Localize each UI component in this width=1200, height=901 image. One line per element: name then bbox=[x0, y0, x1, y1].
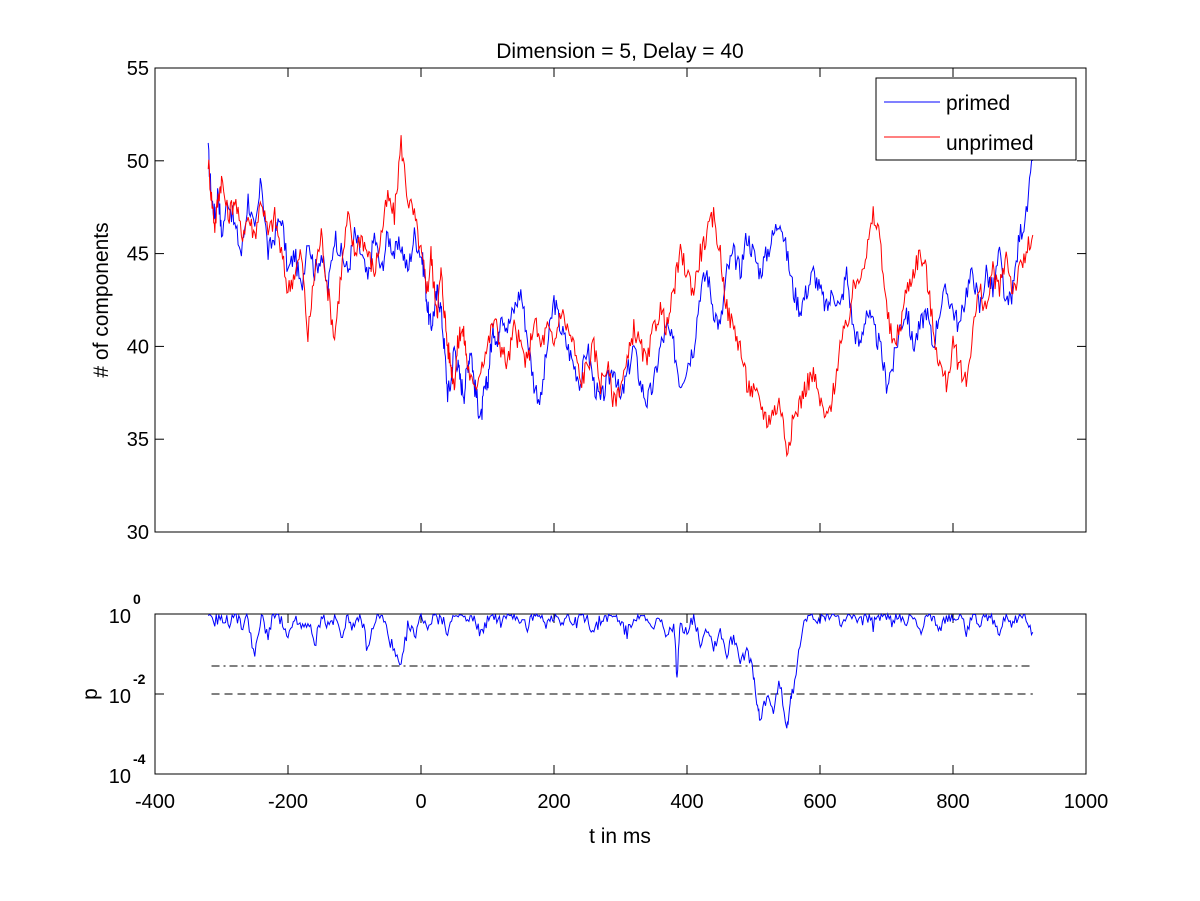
legend-label-unprimed: unprimed bbox=[946, 132, 1034, 155]
legend-box bbox=[875, 77, 1077, 161]
x-tick-label: 200 bbox=[537, 791, 570, 813]
x-tick-label: -400 bbox=[135, 791, 175, 813]
bottom-y-axis-label: p bbox=[79, 688, 102, 700]
series-line-primed bbox=[207, 142, 1034, 420]
legend: primed unprimed bbox=[875, 77, 1077, 161]
y-tick-label-exponent: -4 bbox=[133, 751, 146, 767]
series-line-unprimed bbox=[207, 135, 1034, 458]
chart-title: Dimension = 5, Delay = 40 bbox=[496, 40, 743, 63]
x-tick-label: 600 bbox=[803, 791, 836, 813]
y-tick-label-exponent: 0 bbox=[133, 591, 141, 607]
p-value-line bbox=[207, 612, 1034, 729]
x-tick-label: 0 bbox=[415, 791, 426, 813]
top-y-tick-label: 50 bbox=[127, 151, 149, 173]
y-tick-label-base: 10 bbox=[109, 606, 131, 628]
legend-label-primed: primed bbox=[946, 92, 1010, 115]
x-tick-label: 800 bbox=[936, 791, 969, 813]
top-y-tick-label: 35 bbox=[127, 429, 149, 451]
top-y-tick-label: 45 bbox=[127, 244, 149, 266]
bottom-chart-panel: p t in ms -400 -200 0 200 400 600 800 100010010… bbox=[79, 591, 1108, 848]
top-y-axis-label: # of components bbox=[90, 222, 113, 377]
top-y-tick-label: 40 bbox=[127, 336, 149, 358]
top-y-tick-label: 30 bbox=[127, 522, 149, 544]
x-tick-label: 1000 bbox=[1064, 791, 1109, 813]
y-tick-label-base: 10 bbox=[109, 766, 131, 788]
top-y-tick-label: 55 bbox=[127, 58, 149, 80]
x-tick-label: -200 bbox=[268, 791, 308, 813]
y-tick-label-exponent: -2 bbox=[133, 671, 146, 687]
x-axis-label: t in ms bbox=[589, 825, 651, 848]
top-chart-panel: Dimension = 5, Delay = 40 # of component… bbox=[90, 40, 1087, 544]
y-tick-label-base: 10 bbox=[109, 686, 131, 708]
x-tick-label: 400 bbox=[670, 791, 703, 813]
